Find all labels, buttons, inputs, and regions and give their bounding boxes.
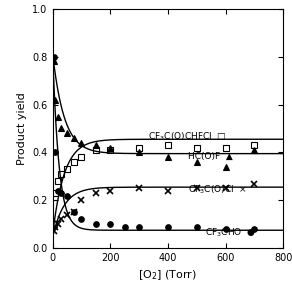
Text: CF$_3$C(O)CHFCl  □: CF$_3$C(O)CHFCl □	[148, 131, 226, 143]
Text: CF$_3$CHO  ●: CF$_3$CHO ●	[205, 226, 256, 239]
Y-axis label: Product yield: Product yield	[17, 92, 27, 165]
Text: CF$_3$C(O)Cl  ×: CF$_3$C(O)Cl ×	[188, 183, 247, 196]
X-axis label: [O$_2$] (Torr): [O$_2$] (Torr)	[138, 269, 197, 282]
Text: HC(O)F  ▲: HC(O)F ▲	[188, 152, 233, 161]
